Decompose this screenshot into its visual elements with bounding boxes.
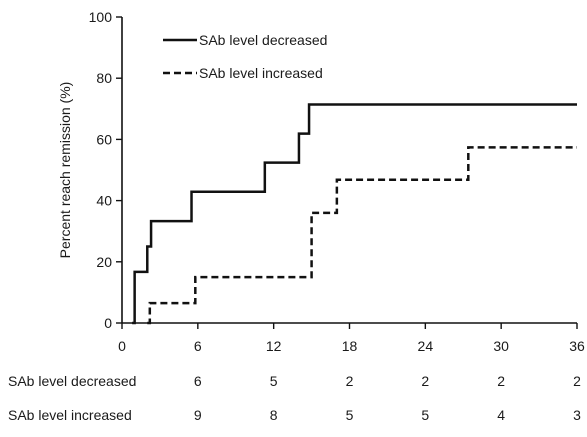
y-tick-label: 40 xyxy=(96,193,112,209)
x-tick-label: 6 xyxy=(194,338,202,354)
risk-count-increased: 4 xyxy=(497,407,505,423)
legend-label-increased: SAb level increased xyxy=(199,65,323,81)
series-line-increased xyxy=(147,146,577,325)
y-tick-label: 80 xyxy=(96,70,112,86)
legend: SAb level decreased SAb level increased xyxy=(163,32,327,81)
risk-count-decreased: 2 xyxy=(573,373,581,389)
y-tick-label: 0 xyxy=(104,315,112,331)
x-tick-label: 18 xyxy=(342,338,358,354)
series-line-decreased xyxy=(132,103,577,325)
risk-count-increased: 5 xyxy=(421,407,429,423)
risk-count-increased: 9 xyxy=(194,407,202,423)
x-tick-label: 0 xyxy=(118,338,126,354)
x-tick-label: 24 xyxy=(418,338,434,354)
risk-count-decreased: 2 xyxy=(346,373,354,389)
risk-count-increased: 5 xyxy=(346,407,354,423)
risk-count-decreased: 2 xyxy=(421,373,429,389)
plot-area: 0 20 40 60 80 100 0 6 12 18 24 30 36 6 5 2 2 2 2 9 8 5 5 4 3 xyxy=(89,9,585,423)
y-tick-label: 100 xyxy=(89,9,113,25)
risk-count-increased: 8 xyxy=(270,407,278,423)
risk-count-decreased: 5 xyxy=(270,373,278,389)
legend-label-decreased: SAb level decreased xyxy=(199,32,327,48)
y-tick-label: 20 xyxy=(96,254,112,270)
risk-row-label-decreased: SAb level decreased xyxy=(8,373,136,389)
risk-count-decreased: 2 xyxy=(497,373,505,389)
y-tick-label: 60 xyxy=(96,131,112,147)
x-tick-label: 12 xyxy=(266,338,282,354)
y-axis-title: Percent reach remission (%) xyxy=(57,82,73,259)
x-tick-label: 30 xyxy=(493,338,509,354)
risk-row-label-increased: SAb level increased xyxy=(8,407,132,423)
risk-count-increased: 3 xyxy=(573,407,581,423)
x-tick-label: 36 xyxy=(569,338,585,354)
risk-count-decreased: 6 xyxy=(194,373,202,389)
